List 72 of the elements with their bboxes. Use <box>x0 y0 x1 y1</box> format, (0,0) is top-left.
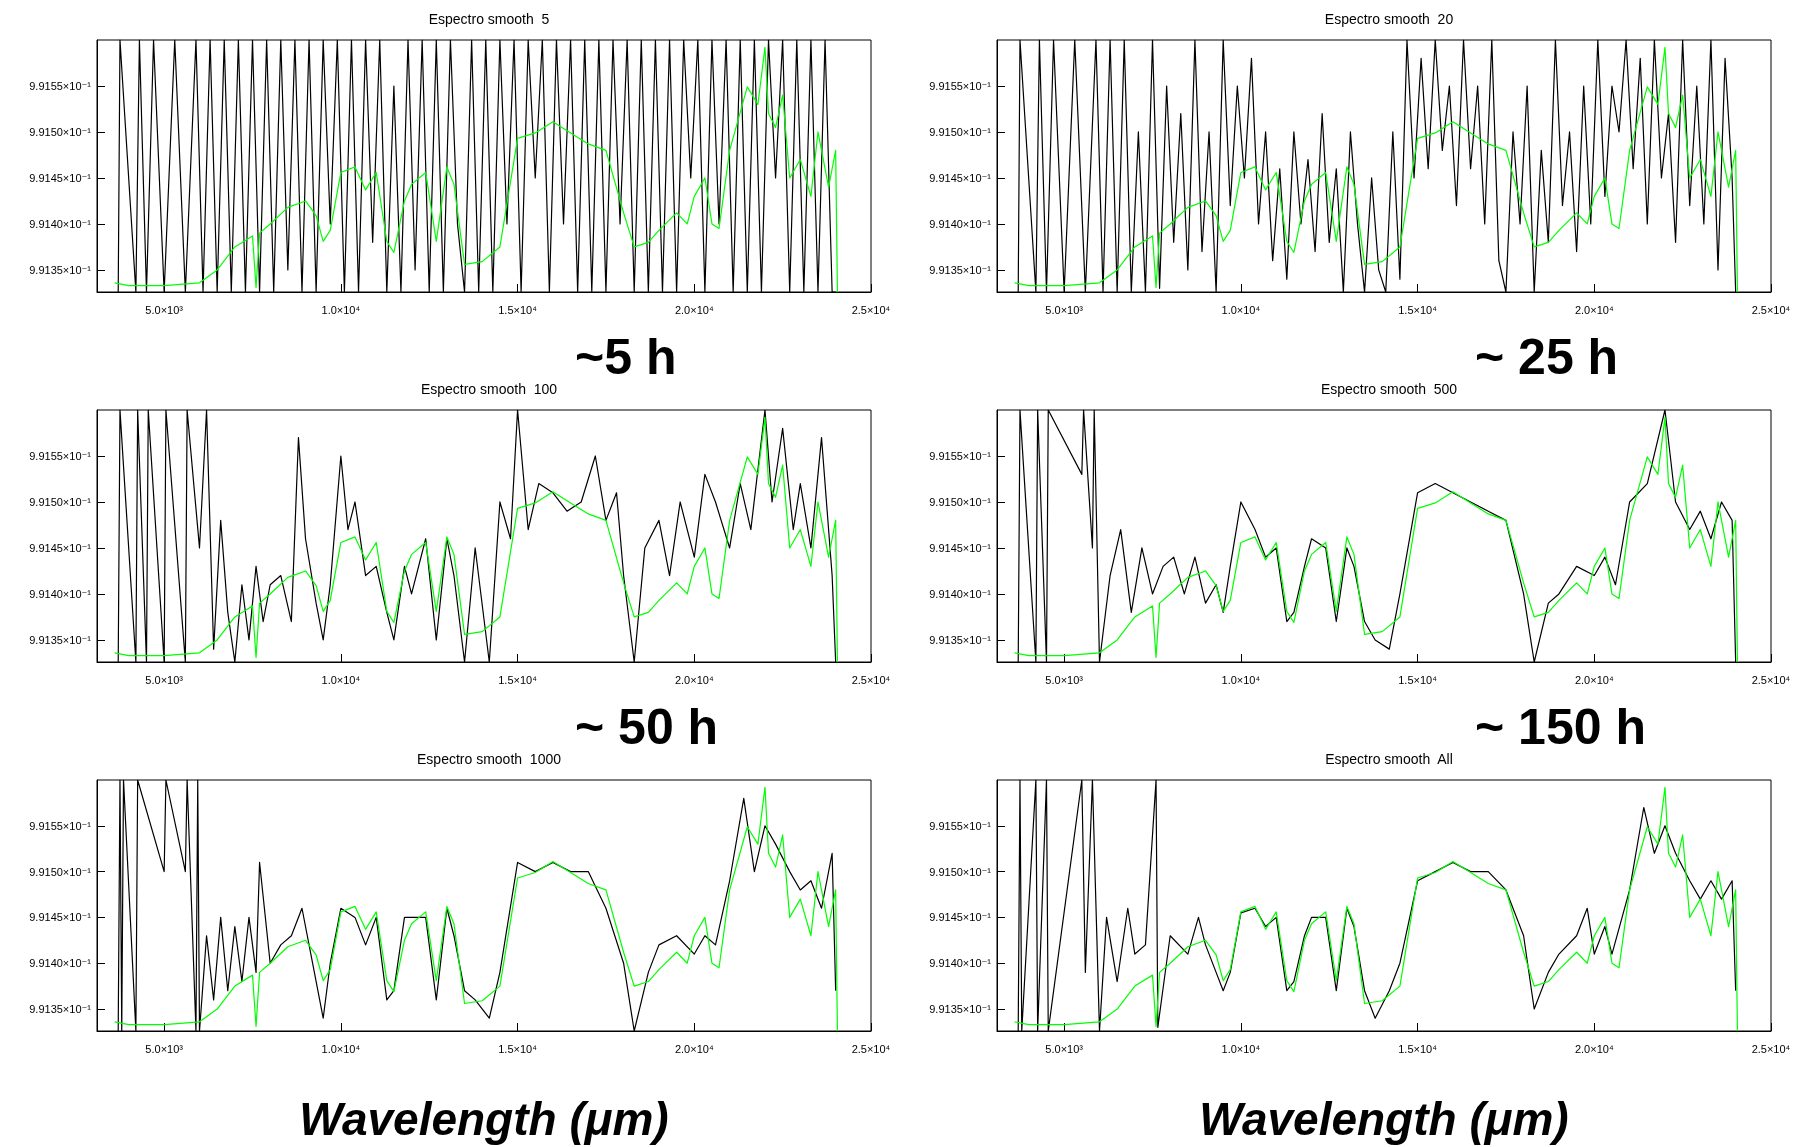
y-tick-label: 9.9140×10⁻¹ <box>29 957 92 970</box>
y-tick-label: 9.9150×10⁻¹ <box>29 865 92 878</box>
chart-title: Espectro smooth 500 <box>1320 381 1458 397</box>
x-tick-label: 2.5×10⁴ <box>1751 673 1791 686</box>
y-tick-label: 9.9145×10⁻¹ <box>29 541 92 554</box>
y-tick-label: 9.9135×10⁻¹ <box>929 263 992 276</box>
y-tick-label: 9.9150×10⁻¹ <box>929 865 992 878</box>
text: ~ 50 h <box>575 699 719 755</box>
x-axis-title: Wavelength (μm) <box>299 1093 669 1145</box>
y-tick-label: 9.9155×10⁻¹ <box>29 79 92 92</box>
x-tick-label: 2.0×10⁴ <box>674 673 714 686</box>
x-tick-label: 1.5×10⁴ <box>498 303 538 316</box>
chart-title: Espectro smooth 5 <box>428 11 550 27</box>
x-tick-label: 2.5×10⁴ <box>851 303 891 316</box>
text: ~5 h <box>575 329 677 385</box>
y-tick-label: 9.9135×10⁻¹ <box>929 633 992 646</box>
y-tick-label: 9.9135×10⁻¹ <box>29 633 92 646</box>
x-tick-label: 2.0×10⁴ <box>674 1042 714 1055</box>
x-tick-label: 2.5×10⁴ <box>851 1042 891 1055</box>
y-tick-label: 9.9145×10⁻¹ <box>29 911 92 924</box>
x-tick-label: 2.0×10⁴ <box>1574 673 1614 686</box>
y-tick-label: 9.9145×10⁻¹ <box>929 171 992 184</box>
y-tick-label: 9.9145×10⁻¹ <box>929 911 992 924</box>
x-tick-label: 1.0×10⁴ <box>321 1042 361 1055</box>
y-tick-label: 9.9155×10⁻¹ <box>29 449 92 462</box>
chart-title: Espectro smooth 100 <box>420 381 558 397</box>
x-tick-label: 2.5×10⁴ <box>851 673 891 686</box>
x-tick-label: 2.0×10⁴ <box>1574 1042 1614 1055</box>
x-tick-label: 2.0×10⁴ <box>1574 303 1614 316</box>
x-tick-label: 5.0×10³ <box>1045 1042 1084 1055</box>
x-tick-label: 1.5×10⁴ <box>498 673 538 686</box>
x-tick-label: 1.0×10⁴ <box>1221 673 1261 686</box>
y-tick-label: 9.9150×10⁻¹ <box>29 495 92 508</box>
x-tick-label: 1.5×10⁴ <box>1398 1042 1438 1055</box>
text: ~ 25 h <box>1475 329 1619 385</box>
y-tick-label: 9.9140×10⁻¹ <box>29 217 92 230</box>
x-tick-label: 1.0×10⁴ <box>1221 303 1261 316</box>
y-tick-label: 9.9145×10⁻¹ <box>929 541 992 554</box>
x-tick-label: 1.0×10⁴ <box>321 673 361 686</box>
y-tick-label: 9.9140×10⁻¹ <box>929 957 992 970</box>
x-tick-label: 5.0×10³ <box>1045 303 1084 316</box>
y-tick-label: 9.9135×10⁻¹ <box>29 1003 92 1016</box>
x-tick-label: 1.5×10⁴ <box>498 1042 538 1055</box>
chart-title: Espectro smooth All <box>1325 751 1453 767</box>
y-tick-label: 9.9150×10⁻¹ <box>29 125 92 138</box>
y-tick-label: 9.9155×10⁻¹ <box>29 819 92 832</box>
y-tick-label: 9.9135×10⁻¹ <box>29 263 92 276</box>
y-tick-label: 9.9155×10⁻¹ <box>929 79 992 92</box>
x-tick-label: 1.0×10⁴ <box>321 303 361 316</box>
x-tick-label: 5.0×10³ <box>145 303 184 316</box>
x-tick-label: 2.5×10⁴ <box>1751 1042 1791 1055</box>
x-axis-title: Wavelength (μm) <box>1199 1093 1569 1145</box>
x-tick-label: 1.0×10⁴ <box>1221 1042 1261 1055</box>
y-tick-label: 9.9140×10⁻¹ <box>929 217 992 230</box>
y-tick-label: 9.9135×10⁻¹ <box>929 1003 992 1016</box>
y-tick-label: 9.9145×10⁻¹ <box>29 171 92 184</box>
x-tick-label: 2.0×10⁴ <box>674 303 714 316</box>
x-tick-label: 1.5×10⁴ <box>1398 673 1438 686</box>
y-tick-label: 9.9150×10⁻¹ <box>929 125 992 138</box>
y-tick-label: 9.9155×10⁻¹ <box>929 449 992 462</box>
x-tick-label: 5.0×10³ <box>1045 673 1084 686</box>
chart-title: Espectro smooth 1000 <box>417 751 562 767</box>
text: ~ 150 h <box>1475 699 1646 755</box>
y-tick-label: 9.9150×10⁻¹ <box>929 495 992 508</box>
x-tick-label: 2.5×10⁴ <box>1751 303 1791 316</box>
x-tick-label: 5.0×10³ <box>145 673 184 686</box>
x-tick-label: 5.0×10³ <box>145 1042 184 1055</box>
y-tick-label: 9.9155×10⁻¹ <box>929 819 992 832</box>
y-tick-label: 9.9140×10⁻¹ <box>29 587 92 600</box>
y-tick-label: 9.9140×10⁻¹ <box>929 587 992 600</box>
chart-title: Espectro smooth 20 <box>1324 11 1454 27</box>
x-tick-label: 1.5×10⁴ <box>1398 303 1438 316</box>
